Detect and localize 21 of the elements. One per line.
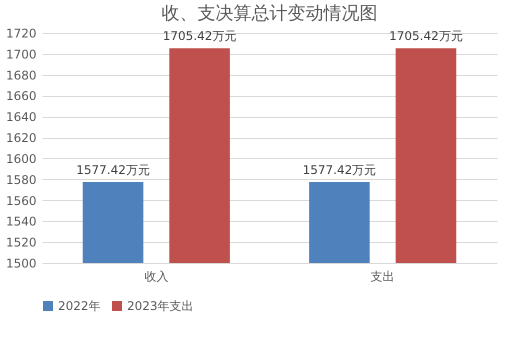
x-tick-label: 收入 (144, 270, 168, 284)
data-label: 1577.42万元 (302, 163, 376, 178)
y-tick-label: 1560 (6, 194, 36, 208)
data-label: 1705.42万元 (389, 29, 463, 44)
y-tick-label: 1640 (6, 110, 36, 124)
y-tick-label: 1600 (6, 152, 36, 166)
chart-title: 收、支决算总计变动情况图 (162, 3, 378, 24)
legend-label: 2023年支出 (127, 299, 194, 313)
y-tick-label: 1520 (6, 236, 36, 250)
y-tick-label: 1500 (6, 256, 36, 270)
data-label: 1577.42万元 (76, 163, 150, 178)
legend-label: 2022年 (58, 299, 101, 313)
y-tick-label: 1700 (6, 47, 36, 62)
y-tick-label: 1680 (6, 68, 36, 82)
y-tick-label: 1620 (6, 131, 36, 146)
y-tick-label: 1540 (6, 214, 36, 229)
y-tick-label: 1580 (6, 172, 36, 187)
y-tick-label: 1720 (6, 26, 36, 40)
y-tick-label: 1660 (6, 89, 36, 104)
x-tick-label: 支出 (370, 270, 395, 284)
data-label: 1705.42万元 (162, 29, 236, 44)
